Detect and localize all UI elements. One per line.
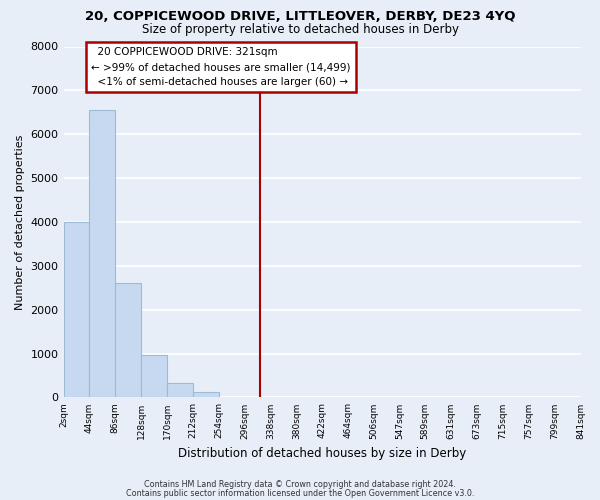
- Bar: [115, 282, 141, 398]
- X-axis label: Distribution of detached houses by size in Derby: Distribution of detached houses by size …: [178, 447, 466, 460]
- Y-axis label: Number of detached properties: Number of detached properties: [15, 134, 25, 310]
- Text: Size of property relative to detached houses in Derby: Size of property relative to detached ho…: [142, 22, 458, 36]
- Text: Contains public sector information licensed under the Open Government Licence v3: Contains public sector information licen…: [126, 489, 474, 498]
- Text: 20 COPPICEWOOD DRIVE: 321sqm
← >99% of detached houses are smaller (14,499)
  <1: 20 COPPICEWOOD DRIVE: 321sqm ← >99% of d…: [91, 48, 351, 87]
- Bar: [89, 110, 115, 398]
- Bar: [64, 222, 89, 398]
- Bar: [141, 355, 167, 398]
- Text: 20, COPPICEWOOD DRIVE, LITTLEOVER, DERBY, DE23 4YQ: 20, COPPICEWOOD DRIVE, LITTLEOVER, DERBY…: [85, 10, 515, 23]
- Bar: [193, 392, 219, 398]
- Bar: [167, 383, 193, 398]
- Text: Contains HM Land Registry data © Crown copyright and database right 2024.: Contains HM Land Registry data © Crown c…: [144, 480, 456, 489]
